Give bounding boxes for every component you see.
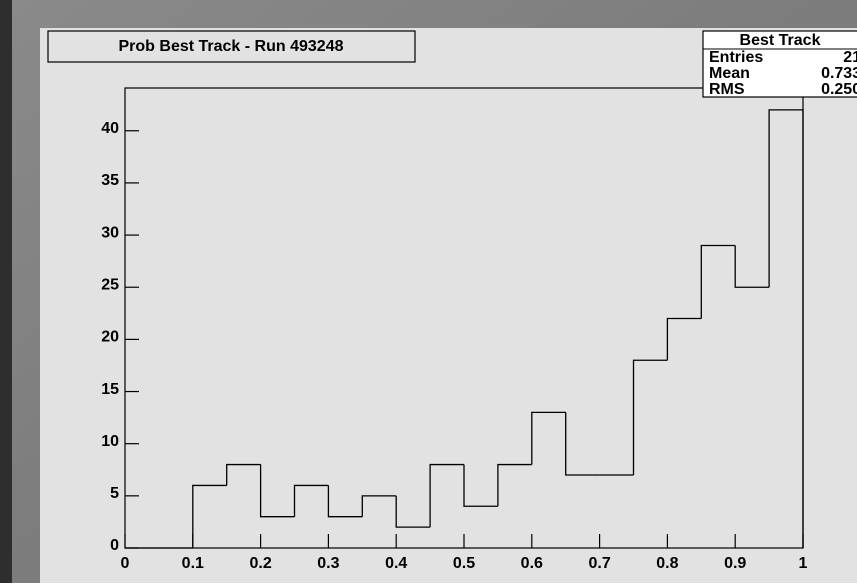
x-tick-label: 0 [121,555,130,572]
y-tick-label: 30 [101,224,119,241]
pad [40,28,857,583]
histogram-bin [700,244,736,319]
stats-label: RMS [709,81,745,98]
histogram-bin [327,485,363,518]
x-tick-label: 0.9 [724,555,746,572]
histogram-bin [768,109,804,548]
stats-label: Mean [709,65,750,82]
x-tick-label: 0.3 [317,555,339,572]
y-tick-label: 35 [101,172,119,189]
histogram-bin [463,464,498,507]
stats-box [702,30,857,98]
stats-value: 216 [843,49,857,66]
x-tick-label: 0.2 [249,555,271,572]
y-tick-label: 20 [101,329,119,346]
histogram-bin [666,317,702,361]
y-tick-label: 10 [101,433,119,450]
stats-title: Best Track [740,32,821,49]
histogram-bin [192,484,227,548]
histogram-bin [429,463,464,528]
x-tick-label: 0.5 [453,555,475,572]
stats-value: 0.7334 [821,65,857,82]
y-tick-label: 40 [101,120,119,137]
histogram-bin [734,245,770,288]
chart-title: Prob Best Track - Run 493248 [119,38,344,55]
histogram-bin [226,463,261,486]
y-tick-label: 15 [101,381,119,398]
histogram-bin [531,411,566,465]
histogram-bin [497,463,532,507]
x-tick-label: 0.7 [588,555,610,572]
x-tick-label: 0.4 [385,555,407,572]
x-tick-label: 0.8 [656,555,678,572]
x-tick-label: 0.1 [182,555,204,572]
histogram-bin [632,359,668,475]
y-tick-label: 0 [110,537,119,554]
histogram-bin [259,464,295,518]
x-tick-label: 1 [799,555,808,572]
y-tick-label: 25 [101,276,119,293]
histogram-bin [293,484,329,517]
histogram-bin [565,412,600,476]
histogram-bin [395,495,431,528]
title-box [47,30,416,63]
left-strip [0,0,12,583]
y-tick-label: 5 [110,485,119,502]
stats-value: 0.2500 [821,81,857,98]
histogram-bin [361,495,397,517]
stats-label: Entries [709,49,763,66]
x-tick-label: 0.6 [521,555,543,572]
